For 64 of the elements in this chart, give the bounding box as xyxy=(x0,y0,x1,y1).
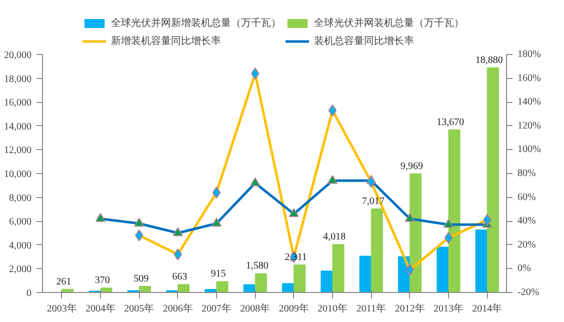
bar xyxy=(486,67,499,292)
bar xyxy=(178,284,190,292)
legend-label: 新增装机容量同比增长率 xyxy=(111,34,221,48)
legend-label: 全球光伏并网装机总量（万千瓦） xyxy=(314,16,464,30)
bar xyxy=(216,281,228,292)
bar xyxy=(100,288,112,292)
y-tick-label: 2,000 xyxy=(9,264,32,276)
bar xyxy=(138,286,151,292)
x-tick-label: 2006年 xyxy=(162,302,193,314)
data-label: 1,580 xyxy=(246,260,268,272)
y2-tick-label: -20% xyxy=(518,287,540,298)
y2-tick-label: 180% xyxy=(518,49,541,60)
data-label: 4,018 xyxy=(323,232,346,243)
y-tick-label: 6,000 xyxy=(9,216,32,228)
y2-tick-label: 100% xyxy=(518,144,541,156)
y-tick-label: 14,000 xyxy=(4,121,32,132)
bar xyxy=(359,256,372,292)
x-tick-label: 2005年 xyxy=(124,302,154,314)
y-tick-label: 8,000 xyxy=(9,192,32,204)
bar xyxy=(320,270,333,292)
x-tick-label: 2007年 xyxy=(202,302,232,314)
y-tick-label: 18,000 xyxy=(4,74,32,85)
x-tick-label: 2010年 xyxy=(318,302,348,314)
data-label: 13,670 xyxy=(436,116,464,128)
bar xyxy=(370,208,383,292)
legend-label: 全球光伏并网新增装机总量（万千瓦） xyxy=(111,16,281,30)
y-tick-label: 20,000 xyxy=(4,50,32,61)
bar xyxy=(282,283,294,292)
data-label: 18,880 xyxy=(475,54,503,66)
y-tick-label: 10,000 xyxy=(4,169,32,180)
y-tick-label: 12,000 xyxy=(4,145,32,156)
data-label: 509 xyxy=(134,273,149,284)
bar xyxy=(475,230,488,292)
y2-tick-label: 40% xyxy=(518,216,536,227)
bar xyxy=(294,264,306,292)
data-label: 370 xyxy=(94,275,110,286)
y-tick-label: 0 xyxy=(26,288,32,299)
x-tick-label: 2004年 xyxy=(86,302,116,314)
y2-tick-label: 80% xyxy=(518,168,536,179)
x-tick-label: 2014年 xyxy=(472,302,502,314)
y2-tick-label: 160% xyxy=(518,72,541,84)
y2-tick-label: 20% xyxy=(518,239,536,250)
y-tick-label: 16,000 xyxy=(4,98,32,109)
bar xyxy=(448,129,460,292)
x-tick-label: 2013年 xyxy=(434,302,464,314)
y2-tick-label: 0% xyxy=(518,263,531,274)
data-label: 663 xyxy=(172,272,188,283)
data-label: 915 xyxy=(210,268,226,280)
bar xyxy=(410,173,422,292)
x-tick-label: 2008年 xyxy=(240,302,270,314)
x-tick-label: 2009年 xyxy=(278,302,309,314)
data-label: 261 xyxy=(56,276,72,288)
x-tick-label: 2003年 xyxy=(46,302,77,314)
y2-tick-label: 60% xyxy=(518,192,536,203)
y2-tick-label: 140% xyxy=(518,96,541,108)
bar xyxy=(332,244,344,292)
x-tick-label: 2011年 xyxy=(356,302,386,314)
data-label: 9,969 xyxy=(400,160,424,172)
y2-tick-label: 120% xyxy=(518,120,541,132)
y-tick-label: 4,000 xyxy=(9,240,32,252)
bar xyxy=(436,246,449,292)
legend-label: 装机总容量同比增长率 xyxy=(314,34,414,48)
bar xyxy=(254,273,267,292)
x-tick-label: 2012年 xyxy=(394,302,425,314)
